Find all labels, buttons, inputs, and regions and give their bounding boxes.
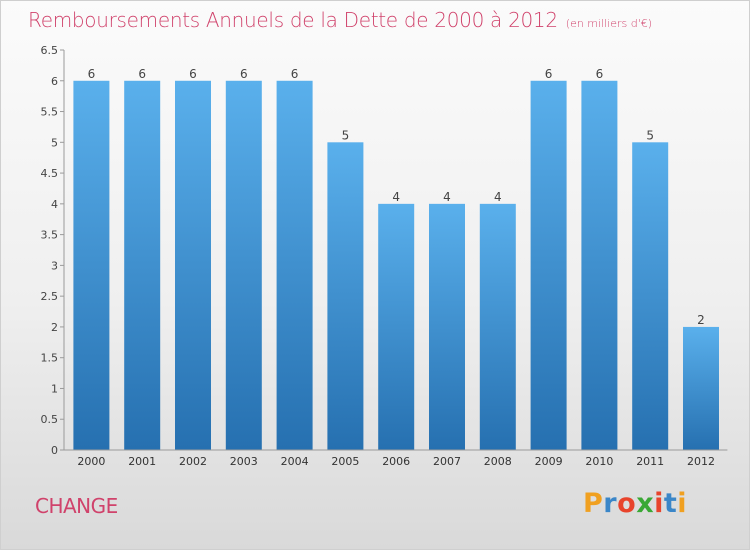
x-tick-label: 2002 (179, 455, 207, 468)
bar (378, 203, 415, 450)
y-tick-label: 2.5 (41, 290, 59, 303)
y-axis: 0 0.5 1 1.5 2 2.5 3 3.5 4 4.5 5 5.5 6 6.5 (41, 44, 65, 457)
bar (225, 80, 262, 451)
y-tick-label: 3 (51, 259, 58, 272)
y-tick-label: 3.5 (41, 229, 59, 242)
data-label: 6 (138, 67, 146, 81)
data-label: 2 (697, 313, 705, 327)
chart-subtitle: (en milliers d'€) (565, 17, 653, 30)
logo-letter: P (583, 488, 604, 519)
x-tick-label: 2004 (281, 455, 309, 468)
commune-name: CHANGE (35, 494, 118, 518)
bar (429, 203, 465, 450)
y-tick-label: 0 (51, 444, 58, 457)
y-tick-label: 5 (51, 136, 58, 149)
data-label: 6 (291, 67, 299, 81)
y-tick-label: 0.5 (41, 413, 59, 426)
bar (175, 80, 211, 451)
data-label: 4 (494, 190, 502, 204)
y-tick-label: 6.5 (41, 44, 59, 57)
bar (276, 80, 313, 451)
title-text: Remboursements Annuels de la Dette de 20… (28, 8, 558, 32)
proxiti-logo: Proxiti (583, 488, 687, 519)
y-tick-label: 1 (51, 382, 58, 395)
data-label: 6 (596, 67, 604, 81)
x-tick-label: 2009 (535, 455, 563, 468)
logo-letter: i (677, 488, 688, 519)
bar (73, 80, 110, 451)
data-label: 4 (392, 190, 400, 204)
y-tick-label: 2 (51, 321, 58, 334)
logo-letter: x (636, 488, 655, 519)
y-tick-label: 1.5 (41, 352, 59, 365)
data-label: 6 (240, 67, 248, 81)
x-tick-label: 2008 (484, 455, 512, 468)
x-tick-label: 2010 (585, 455, 613, 468)
y-tick-label: 4 (51, 198, 58, 211)
logo-letter: t (663, 488, 678, 519)
x-tick-label: 2012 (687, 455, 715, 468)
x-tick-label: 2011 (636, 455, 664, 468)
y-tick-label: 6 (51, 75, 58, 88)
data-label: 6 (88, 67, 96, 81)
bar (530, 80, 567, 451)
logo-letter: o (617, 488, 637, 519)
bar (327, 142, 364, 451)
y-tick-label: 4.5 (41, 167, 59, 180)
data-label: 5 (342, 128, 350, 142)
x-tick-label: 2003 (230, 455, 258, 468)
x-tick-label: 2006 (382, 455, 410, 468)
logo-letter: r (603, 488, 618, 519)
x-tick-label: 2005 (331, 455, 359, 468)
y-tick-label: 5.5 (41, 106, 59, 119)
bar (124, 80, 161, 451)
chart-title: Remboursements Annuels de la Dette de 20… (28, 8, 652, 32)
x-axis: 2000 2001 2002 2003 2004 2005 2006 2007 2008 2009… (64, 449, 728, 468)
data-label: 6 (545, 67, 553, 81)
x-tick-label: 2000 (77, 455, 105, 468)
logo-letter: i (654, 488, 664, 519)
bar (581, 80, 618, 451)
data-label: 6 (189, 67, 197, 81)
bars: 6 6 6 6 6 5 4 4 4 6 6 5 2 (73, 67, 719, 451)
data-label: 5 (646, 128, 654, 142)
data-label: 4 (443, 190, 451, 204)
bar (479, 203, 516, 450)
x-tick-label: 2001 (128, 455, 156, 468)
bar (683, 326, 719, 450)
x-tick-label: 2007 (433, 455, 461, 468)
bar (632, 142, 669, 451)
